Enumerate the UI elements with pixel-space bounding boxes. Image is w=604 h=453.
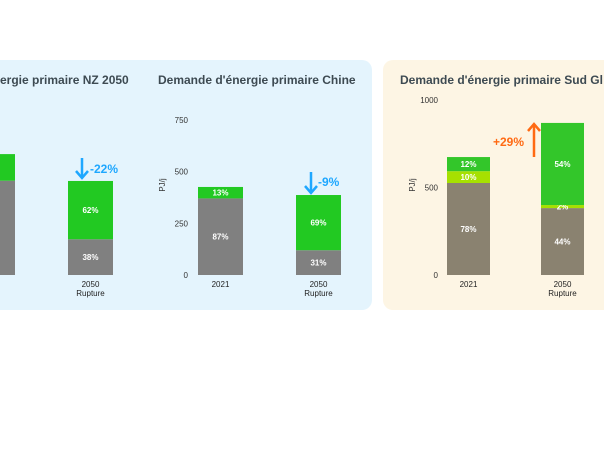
y-tick-label: 0 <box>184 271 189 280</box>
data-label: 54% <box>554 160 570 169</box>
bar-segment <box>447 157 490 172</box>
data-label: 87% <box>212 233 228 242</box>
x-tick-label: 2021 <box>212 280 230 289</box>
x-tick-label: Rupture <box>76 289 105 298</box>
arrow-head-icon <box>304 185 318 195</box>
y-tick-label: 500 <box>425 184 439 193</box>
bar-segment <box>68 180 113 240</box>
bar-segment <box>296 195 341 251</box>
x-tick-label: Rupture <box>548 289 577 298</box>
data-label: 62% <box>82 206 98 215</box>
change-label: -9% <box>318 175 340 189</box>
x-tick-label: 2050 <box>82 280 100 289</box>
data-label: 38% <box>82 253 98 262</box>
y-tick-label: 250 <box>175 219 189 228</box>
arrow-head-icon <box>75 170 89 180</box>
bar-segment <box>0 154 15 181</box>
arrow-head-icon <box>527 122 541 132</box>
bar-segment <box>447 182 490 275</box>
bar-segment <box>296 250 341 275</box>
data-label: 69% <box>310 219 326 228</box>
data-label: 12% <box>460 160 476 169</box>
y-tick-label: 1000 <box>420 96 438 105</box>
change-label: -22% <box>90 162 118 176</box>
data-label: 44% <box>554 238 570 247</box>
bar-segment <box>68 239 113 275</box>
x-tick-label: 2050 <box>554 280 572 289</box>
data-label: 31% <box>310 259 326 268</box>
data-label: 10% <box>460 173 476 182</box>
data-label: 78% <box>460 225 476 234</box>
data-label: 13% <box>212 189 228 198</box>
bar-segment <box>447 171 490 183</box>
y-axis-label: PJ/j <box>408 178 417 192</box>
y-tick-label: 500 <box>175 168 189 177</box>
bar-segment <box>541 122 584 206</box>
chart-title: ergie primaire NZ 2050 <box>0 73 129 87</box>
bar-segment <box>198 186 243 199</box>
change-label: +29% <box>493 135 524 149</box>
y-tick-label: 0 <box>434 271 439 280</box>
bar-segment <box>198 198 243 275</box>
bar-segment <box>541 205 584 209</box>
data-label: 2% <box>557 203 569 212</box>
y-axis-label: PJ/j <box>158 178 167 192</box>
y-tick-label: 750 <box>175 116 189 125</box>
x-tick-label: 2021 <box>460 280 478 289</box>
x-tick-label: 2050 <box>310 280 328 289</box>
chart-title: Demande d'énergie primaire Sud Gl <box>400 73 603 87</box>
bar-segment <box>0 180 15 275</box>
bar-segment <box>541 208 584 275</box>
chart-title: Demande d'énergie primaire Chine <box>158 73 356 87</box>
x-tick-label: Rupture <box>304 289 333 298</box>
